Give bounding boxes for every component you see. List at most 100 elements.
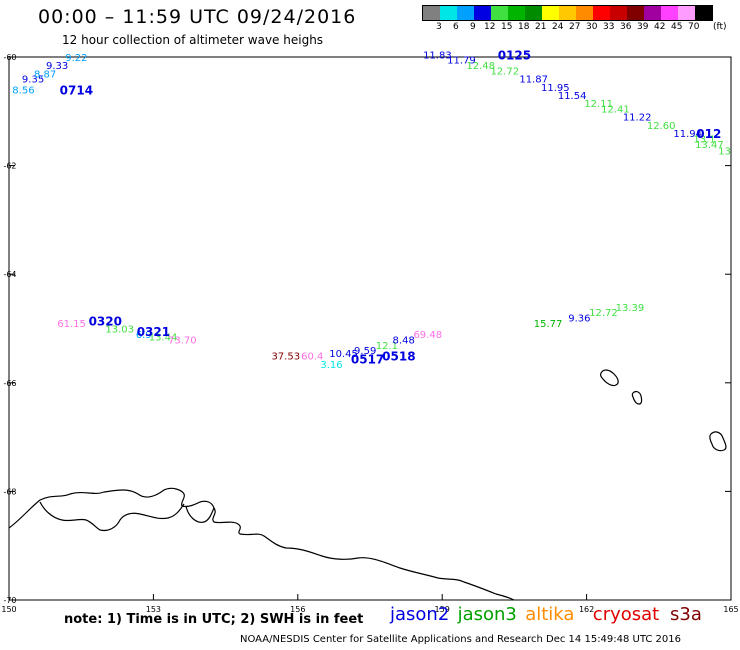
wave-height-label: 3.16 <box>320 360 342 371</box>
scale-label: 24 <box>552 22 564 32</box>
scale-swatch <box>593 6 610 20</box>
legend-s3a: s3a <box>670 604 702 625</box>
scale-swatch <box>491 6 508 20</box>
scale-swatch <box>457 6 474 20</box>
wave-height-label: 12.1 <box>376 341 398 352</box>
lat-tick-label: -64 <box>3 270 16 279</box>
scale-swatch <box>627 6 644 20</box>
wave-height-label: 9.36 <box>568 314 590 325</box>
wave-height-points: 8.569.358.879.339.22 11.8311.7912.4812.72… <box>12 50 731 371</box>
pass-time-label: 0714 <box>60 84 93 98</box>
wave-height-label: 12.72 <box>589 308 618 319</box>
lat-tick-label: -66 <box>3 379 16 388</box>
scale-unit: (ft) <box>713 22 727 32</box>
wave-height-label: 13.03 <box>105 325 134 336</box>
scale-label: 27 <box>569 22 581 32</box>
scale-label: 21 <box>535 22 547 32</box>
wave-height-label: 11.54 <box>558 91 587 102</box>
lat-tick-label: -60 <box>3 53 16 62</box>
wave-height-label: 11.79 <box>447 56 476 67</box>
wave-height-label: 9.22 <box>65 53 87 64</box>
wave-height-label: 60.4 <box>301 352 323 363</box>
scale-swatch <box>610 6 627 20</box>
scale-swatch <box>644 6 661 20</box>
coast-inlet-1 <box>39 501 185 532</box>
wave-height-label: 9.59 <box>354 346 376 357</box>
wave-height-label: 15.77 <box>534 319 563 330</box>
wave-height-label: 8.48 <box>393 335 415 346</box>
wave-height-label: 12.48 <box>466 61 495 72</box>
pass-time-label: 0125 <box>498 48 531 62</box>
map-title: 00:00 – 11:59 UTC 09/24/2016 <box>38 6 357 28</box>
pass-time-label: 0320 <box>89 314 122 328</box>
antarctic-coast <box>8 487 515 601</box>
coast-inlet-2 <box>185 505 215 523</box>
scale-swatch <box>474 6 491 20</box>
scale-label: 9 <box>470 22 476 32</box>
wave-height-label: 12.72 <box>490 67 519 78</box>
wave-height-label: 13.47 <box>695 140 724 151</box>
pass-time-label: 0321 <box>137 325 170 339</box>
scale-label: 18 <box>518 22 530 32</box>
scale-label: 45 <box>671 22 683 32</box>
scale-label: 30 <box>586 22 598 32</box>
map-subtitle: 12 hour collection of altimeter wave hei… <box>62 33 324 47</box>
scale-swatch <box>440 6 457 20</box>
legend-jason2: jason2 <box>390 604 450 625</box>
wave-height-label: 11.83 <box>423 50 452 61</box>
wave-height-label: 9.35 <box>22 75 44 86</box>
scale-swatch <box>695 6 712 20</box>
wave-height-label: 69.48 <box>413 330 442 341</box>
scale-label: 39 <box>637 22 649 32</box>
wave-height-label: 11.87 <box>519 75 548 86</box>
scale-swatch <box>661 6 678 20</box>
wave-height-label: 6.9 <box>136 330 152 341</box>
wave-height-label: 13.44 <box>149 333 178 344</box>
wave-height-label: 37.53 <box>271 352 300 363</box>
scale-label: 6 <box>453 22 459 32</box>
scale-label: 15 <box>501 22 513 32</box>
wave-height-label: 13 <box>718 146 731 157</box>
legend-jason3: jason3 <box>457 604 517 625</box>
footnote: note: 1) Time is in UTC; 2) SWH is in fe… <box>64 612 364 627</box>
scale-swatch <box>678 6 695 20</box>
wave-height-label: 10.45 <box>329 349 358 360</box>
scale-label: 33 <box>603 22 615 32</box>
wave-height-label: 12.11 <box>584 99 613 110</box>
lon-tick-label: 162 <box>579 605 594 614</box>
lon-tick-label: 150 <box>1 605 16 614</box>
scale-swatch <box>559 6 576 20</box>
scale-swatch <box>508 6 525 20</box>
island-3 <box>709 431 727 452</box>
scale-swatch <box>423 6 440 20</box>
legend-altika: altika <box>525 604 575 625</box>
scale-swatch <box>525 6 542 20</box>
lat-tick-label: -70 <box>3 596 16 605</box>
wave-height-label: 13.1 <box>693 134 715 145</box>
scale-label: 36 <box>620 22 632 32</box>
coastline <box>8 369 727 601</box>
scale-label: 42 <box>654 22 666 32</box>
axis-ticks: 150 153 156 159 162 165 -60 -62 -64 -66 -68 -70 <box>1 53 738 614</box>
scale-label: 3 <box>436 22 442 32</box>
island-1 <box>600 369 619 387</box>
wave-height-label: 12.41 <box>601 105 630 116</box>
wave-height-label: 8.56 <box>12 86 34 97</box>
wave-height-label: 11.22 <box>623 113 652 124</box>
legend-cryosat: cryosat <box>592 604 660 625</box>
scale-label: 12 <box>484 22 496 32</box>
pass-time-label: 012 <box>696 127 721 141</box>
scale-swatch <box>542 6 559 20</box>
lon-tick-label: 165 <box>723 605 738 614</box>
lat-tick-label: -68 <box>3 487 16 496</box>
wave-height-label: 8.87 <box>34 69 56 80</box>
color-scale <box>422 5 713 21</box>
island-2 <box>631 390 643 405</box>
pass-time-label: 0518 <box>382 350 415 364</box>
wave-height-label: 11.95 <box>541 83 570 94</box>
wave-height-label: 13.39 <box>616 303 645 314</box>
lon-tick-label: 153 <box>146 605 161 614</box>
wave-height-label: 12.60 <box>647 121 676 132</box>
